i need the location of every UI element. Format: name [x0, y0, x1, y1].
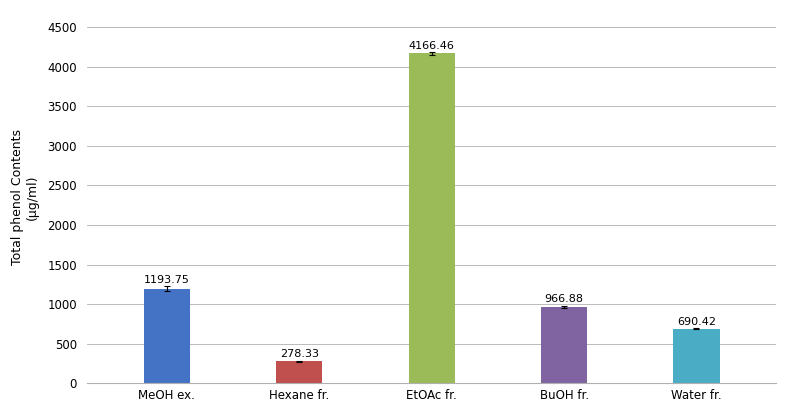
Bar: [144, 289, 190, 383]
Bar: [276, 361, 323, 383]
Y-axis label: Total phenol Contents
(μg/ml): Total phenol Contents (μg/ml): [11, 129, 39, 265]
Text: 690.42: 690.42: [677, 317, 716, 327]
Text: 278.33: 278.33: [280, 349, 319, 359]
Bar: [408, 53, 455, 383]
Text: 1193.75: 1193.75: [144, 275, 190, 285]
Text: 4166.46: 4166.46: [408, 41, 455, 51]
Bar: [541, 307, 587, 383]
Bar: [674, 329, 719, 383]
Text: 966.88: 966.88: [545, 294, 584, 304]
